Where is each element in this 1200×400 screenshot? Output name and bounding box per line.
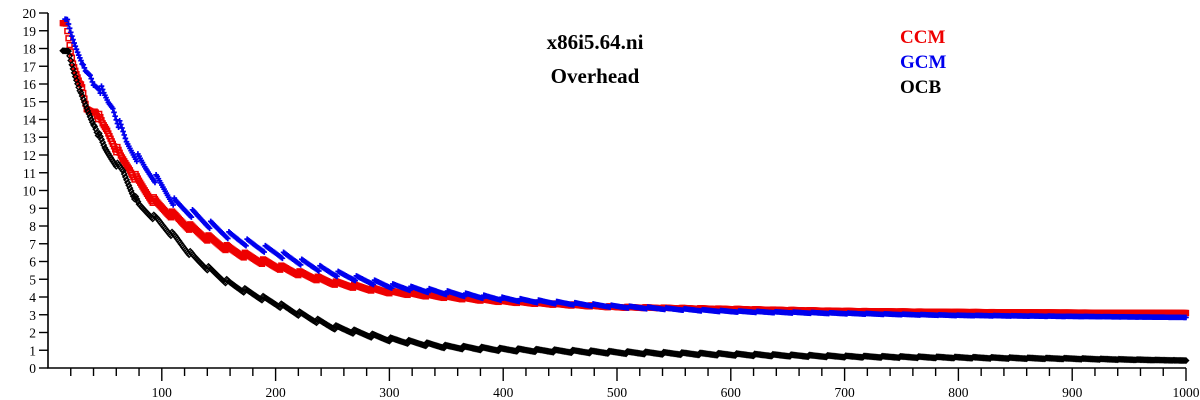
svg-text:15: 15 (23, 95, 37, 110)
chart-subtitle: Overhead (550, 64, 640, 88)
svg-text:17: 17 (23, 59, 37, 74)
svg-text:9: 9 (29, 201, 36, 216)
svg-text:12: 12 (23, 148, 37, 163)
svg-text:18: 18 (23, 42, 37, 57)
chart-title: x86i5.64.ni (546, 30, 644, 54)
svg-text:400: 400 (493, 385, 514, 400)
svg-text:5: 5 (29, 272, 36, 287)
legend-item-ccm: CCM (900, 27, 946, 48)
legend-item-ocb: OCB (900, 77, 942, 98)
svg-text:10: 10 (23, 184, 37, 199)
svg-text:14: 14 (23, 113, 37, 128)
svg-text:3: 3 (29, 308, 36, 323)
legend-item-gcm: GCM (900, 52, 947, 73)
svg-text:800: 800 (948, 385, 969, 400)
svg-text:7: 7 (29, 237, 36, 252)
svg-text:16: 16 (23, 77, 37, 92)
svg-text:300: 300 (379, 385, 400, 400)
svg-text:900: 900 (1062, 385, 1083, 400)
svg-text:1000: 1000 (1173, 385, 1200, 400)
svg-text:0: 0 (29, 361, 36, 376)
series-ocb (59, 47, 1190, 365)
svg-text:200: 200 (265, 385, 286, 400)
svg-text:700: 700 (834, 385, 855, 400)
svg-text:19: 19 (23, 24, 37, 39)
series-gcm (62, 16, 1189, 321)
svg-text:2: 2 (29, 326, 36, 341)
svg-text:20: 20 (23, 6, 37, 21)
svg-text:1: 1 (29, 343, 36, 358)
svg-text:6: 6 (29, 255, 36, 270)
svg-text:11: 11 (23, 166, 36, 181)
svg-text:500: 500 (607, 385, 628, 400)
svg-text:4: 4 (29, 290, 36, 305)
svg-text:8: 8 (29, 219, 36, 234)
svg-text:100: 100 (152, 385, 173, 400)
svg-text:600: 600 (721, 385, 742, 400)
svg-text:13: 13 (23, 130, 37, 145)
